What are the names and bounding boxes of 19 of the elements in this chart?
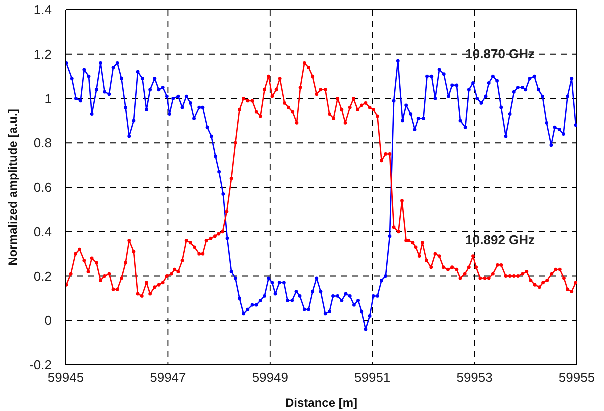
x-tick-label: 59949 (252, 370, 288, 386)
y-tick-label: 1 (44, 91, 52, 106)
y-tick-label: -0.2 (30, 358, 52, 373)
x-axis-title: Distance [m] (285, 396, 358, 410)
x-tick-label: 59955 (558, 370, 596, 386)
x-tick-label: 59951 (354, 370, 391, 386)
series-label: 10.892 GHz (466, 232, 536, 248)
series-label: 10.870 GHz (466, 46, 536, 62)
x-tick-label: 59947 (150, 370, 186, 386)
y-tick-label: 0.2 (34, 268, 52, 284)
y-tick-label: 0.8 (34, 136, 52, 151)
y-axis-title: Normalized amplitude [a.u.] (6, 109, 20, 266)
y-tick-label: 1.2 (34, 46, 52, 62)
y-tick-label: 0.6 (34, 180, 52, 196)
x-tick-label: 59945 (48, 370, 84, 386)
y-tick-label: 1.4 (34, 2, 52, 18)
y-tick-label: 0.4 (34, 224, 52, 240)
x-tick-label: 59953 (456, 370, 493, 386)
y-tick-label: 0 (44, 313, 52, 328)
